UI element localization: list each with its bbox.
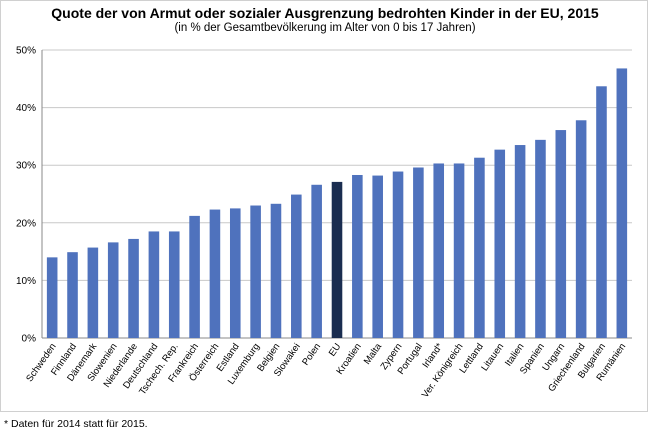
chart-subtitle: (in % der Gesamtbevölkerung im Alter von… bbox=[174, 22, 476, 34]
bar-20 bbox=[453, 163, 465, 338]
bar-22 bbox=[494, 149, 506, 338]
y-tick-label: 20% bbox=[16, 218, 36, 229]
y-tick-label: 30% bbox=[16, 161, 36, 172]
bar-chart: 0%10%20%30%40%50%SchwedenFinnlandDänemar… bbox=[16, 46, 632, 400]
bar-14 bbox=[331, 181, 343, 338]
bar-1 bbox=[67, 252, 78, 338]
bar-25 bbox=[555, 130, 567, 338]
bar-27 bbox=[596, 86, 607, 339]
x-tick-label: EU bbox=[327, 341, 344, 358]
bar-21 bbox=[474, 157, 485, 338]
bar-23 bbox=[514, 145, 526, 338]
y-tick-label: 0% bbox=[22, 334, 37, 345]
bar-16 bbox=[372, 175, 383, 338]
bar-11 bbox=[270, 203, 282, 338]
bar-26 bbox=[575, 120, 587, 338]
bar-15 bbox=[352, 174, 363, 338]
bar-8 bbox=[209, 209, 221, 338]
bar-6 bbox=[168, 231, 180, 338]
footnote: * Daten für 2014 statt für 2015. bbox=[4, 418, 148, 430]
bar-24 bbox=[535, 139, 546, 338]
bar-7 bbox=[189, 215, 200, 338]
bar-28 bbox=[616, 68, 628, 338]
bar-3 bbox=[107, 242, 119, 338]
y-tick-label: 40% bbox=[16, 103, 36, 114]
bar-17 bbox=[392, 171, 404, 338]
bar-4 bbox=[128, 238, 139, 338]
bar-10 bbox=[250, 205, 261, 338]
y-tick-label: 10% bbox=[16, 276, 36, 287]
y-tick-label: 50% bbox=[16, 46, 36, 57]
bar-0 bbox=[46, 257, 58, 338]
bar-2 bbox=[87, 247, 99, 338]
bar-12 bbox=[291, 194, 302, 338]
bar-19 bbox=[433, 163, 445, 338]
bar-9 bbox=[229, 208, 241, 338]
bar-13 bbox=[311, 184, 322, 338]
x-tick-label: Schweden bbox=[24, 341, 58, 384]
x-tick-label: Polen bbox=[300, 341, 323, 367]
bar-5 bbox=[148, 231, 160, 338]
chart-title: Quote der von Armut oder sozialer Ausgre… bbox=[51, 5, 599, 21]
bar-18 bbox=[413, 167, 424, 338]
